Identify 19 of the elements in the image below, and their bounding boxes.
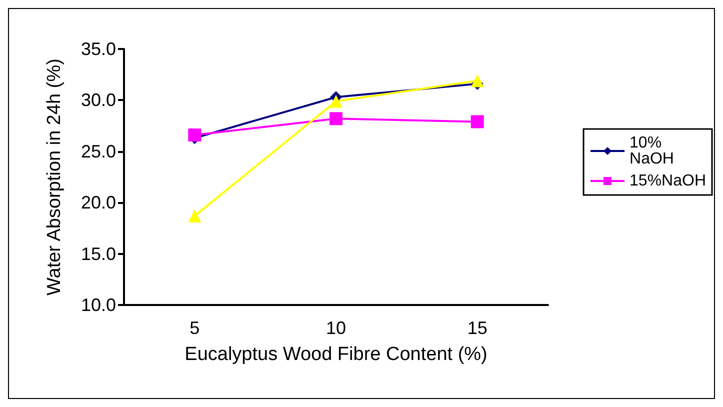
- point: [188, 128, 202, 142]
- point: [470, 115, 484, 128]
- y-tick-label: 30.0: [80, 90, 116, 110]
- legend-label: 15%NaOH: [630, 172, 706, 190]
- x-tick-label: 10: [326, 318, 346, 338]
- y-axis-title: Water Absorption in 24h (%): [44, 58, 65, 296]
- y-tick-label: 20.0: [80, 192, 116, 213]
- y-tick-label: 25.0: [80, 141, 116, 162]
- point: [330, 112, 342, 126]
- y-tick-label: 15.0: [80, 244, 116, 264]
- x-tick-label: 5: [190, 318, 200, 338]
- y-tick-label: 10.0: [80, 295, 116, 315]
- legend-label: 10% NaOH: [630, 134, 674, 168]
- point: [188, 209, 202, 222]
- point: [470, 74, 484, 88]
- x-tick-label: 15: [467, 318, 488, 338]
- point: [330, 94, 342, 108]
- x-axis-title: Eucalyptus Wood Fibre Content (%): [184, 344, 488, 365]
- y-tick-label: 35.0: [80, 39, 116, 59]
